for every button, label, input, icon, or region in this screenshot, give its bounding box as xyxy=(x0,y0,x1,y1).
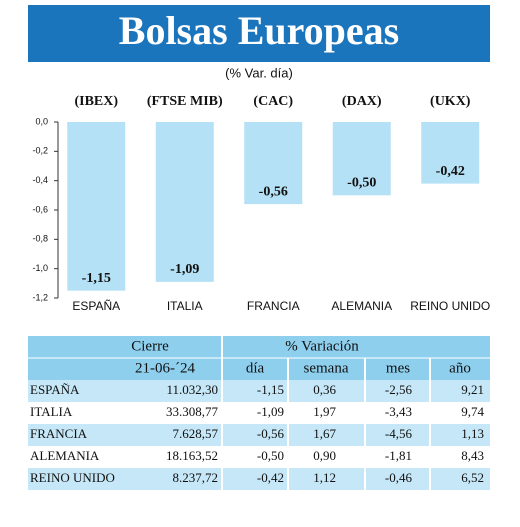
index-name: (FTSE MIB) xyxy=(147,94,223,109)
table-row-bg xyxy=(28,380,490,402)
table-subheader: 21-06-´24 xyxy=(135,360,195,376)
y-tick-label: -1,2 xyxy=(32,292,48,302)
table-cell: 1,12 xyxy=(313,470,336,485)
table-cell: 1,13 xyxy=(461,426,484,441)
table-cell: REINO UNIDO xyxy=(30,470,115,485)
value-label: -0,42 xyxy=(436,164,465,179)
bar xyxy=(421,122,480,184)
y-tick-label: -0,2 xyxy=(32,146,48,156)
value-label: -0,50 xyxy=(347,176,376,191)
table-cell: 1,97 xyxy=(313,404,336,419)
bar xyxy=(67,122,126,291)
table-cell: FRANCIA xyxy=(30,426,88,441)
index-name: (UKX) xyxy=(430,94,471,109)
x-tick-label: ESPAÑA xyxy=(72,299,120,313)
table-cell: -2,56 xyxy=(385,382,413,397)
value-label: -0,56 xyxy=(259,184,288,199)
bar xyxy=(155,122,214,282)
index-name: (IBEX) xyxy=(74,94,118,109)
x-tick-label: REINO UNIDO xyxy=(410,299,490,313)
table-cell: -0,56 xyxy=(257,426,285,441)
y-tick-label: -1,0 xyxy=(32,263,48,273)
table-cell: 9,21 xyxy=(461,382,484,397)
x-tick-label: ALEMANIA xyxy=(331,299,392,313)
y-tick-label: 0,0 xyxy=(35,116,48,126)
bar xyxy=(332,122,391,196)
x-tick-label: ITALIA xyxy=(167,299,203,313)
table-subheader: día xyxy=(246,360,265,376)
table-cell: 8.237,72 xyxy=(173,470,219,485)
table-cell: -0,46 xyxy=(385,470,413,485)
table-cell: ESPAÑA xyxy=(30,382,80,397)
index-name: (DAX) xyxy=(342,94,382,109)
value-label: -1,09 xyxy=(170,262,199,277)
table-header: % Variación xyxy=(285,338,359,354)
table-cell: -1,15 xyxy=(257,382,284,397)
title-banner xyxy=(28,5,490,62)
chart-title: Bolsas Europeas xyxy=(119,8,399,53)
index-name: (CAC) xyxy=(253,94,293,109)
table-cell: -1,09 xyxy=(257,404,284,419)
table-header: Cierre xyxy=(131,338,169,354)
bar xyxy=(244,122,303,205)
table-cell: -0,42 xyxy=(257,470,284,485)
table-cell: 8,43 xyxy=(461,448,484,463)
table-cell: -0,50 xyxy=(257,448,284,463)
y-tick-label: -0,6 xyxy=(32,204,48,214)
table-cell: -1,81 xyxy=(385,448,412,463)
x-tick-label: FRANCIA xyxy=(247,299,300,313)
table-row-bg xyxy=(28,424,490,446)
table-cell: 1,67 xyxy=(313,426,336,441)
table-row-bg xyxy=(28,468,490,490)
table-cell: ALEMANIA xyxy=(30,448,100,463)
table-cell: -4,56 xyxy=(385,426,413,441)
y-tick-label: -0,8 xyxy=(32,234,48,244)
table-cell: -3,43 xyxy=(385,404,412,419)
table-cell: 6,52 xyxy=(461,470,484,485)
table-cell: 18.163,52 xyxy=(166,448,218,463)
table-subheader: semana xyxy=(304,360,349,376)
table-cell: 33.308,77 xyxy=(166,404,219,419)
table-cell: 7.628,57 xyxy=(173,426,219,441)
table-cell: 9,74 xyxy=(461,404,484,419)
table-cell: 11.032,30 xyxy=(166,382,218,397)
table-subheader: año xyxy=(449,360,471,376)
table-cell: 0,36 xyxy=(313,382,336,397)
value-label: -1,15 xyxy=(82,271,111,286)
table-subheader: mes xyxy=(386,360,410,376)
table-cell: ITALIA xyxy=(30,404,73,419)
y-tick-label: -0,4 xyxy=(32,175,48,185)
chart-subtitle: (% Var. día) xyxy=(225,65,293,80)
table-cell: 0,90 xyxy=(313,448,336,463)
